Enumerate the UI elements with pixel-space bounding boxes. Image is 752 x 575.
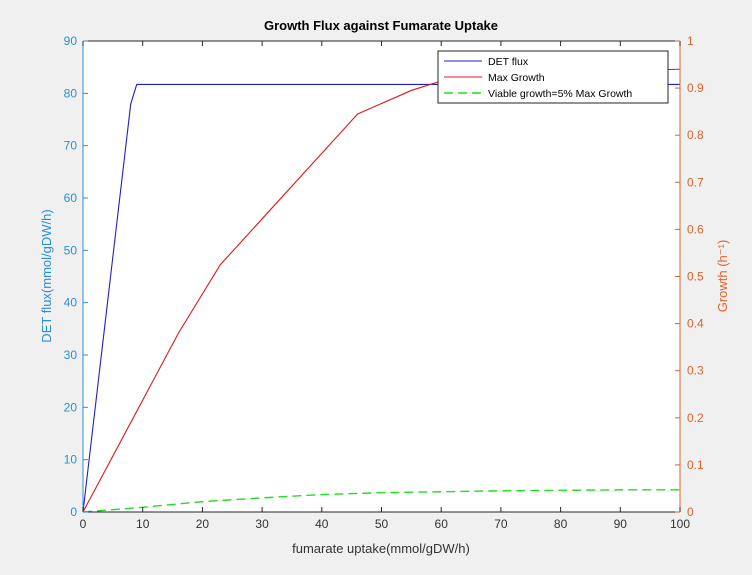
y-right-tick-label: 0.9 <box>687 81 704 95</box>
y-right-tick-label: 0.6 <box>687 222 704 236</box>
x-tick-label: 50 <box>375 517 389 531</box>
y-left-tick-label: 70 <box>64 139 78 153</box>
x-axis-label: fumarate uptake(mmol/gDW/h) <box>292 541 470 556</box>
x-tick-label: 90 <box>614 517 628 531</box>
y-left-tick-label: 30 <box>64 348 78 362</box>
x-tick-label: 100 <box>670 517 690 531</box>
y-right-tick-label: 0.4 <box>687 317 704 331</box>
axes-layer: 0 10 20 30 40 50 60 70 80 90 100010203040506070809… <box>64 34 704 531</box>
legend-label-3: Viable growth=5% Max Growth <box>488 88 632 100</box>
x-tick-label: 80 <box>554 517 568 531</box>
y-left-tick-label: 20 <box>64 400 78 414</box>
y-right-tick-label: 0.3 <box>687 364 704 378</box>
x-tick-label: 0 <box>80 517 87 531</box>
y-left-tick-label: 40 <box>64 296 78 310</box>
x-tick-label: 70 <box>494 517 508 531</box>
y-left-tick-label: 60 <box>64 191 78 205</box>
y-right-tick-label: 0.8 <box>687 128 704 142</box>
y-left-tick-label: 0 <box>70 505 77 519</box>
x-tick-label: 20 <box>196 517 210 531</box>
y-right-tick-label: 0.2 <box>687 411 704 425</box>
y-right-tick-label: 0.1 <box>687 458 704 472</box>
y-left-tick-label: 50 <box>64 243 78 257</box>
y-right-axis-label: Growth (h⁻¹) <box>715 240 730 313</box>
legend-label-2: Max Growth <box>488 72 545 84</box>
y-left-tick-label: 10 <box>64 453 78 467</box>
x-tick-label: 10 <box>136 517 150 531</box>
y-left-tick-label: 80 <box>64 86 78 100</box>
y-left-axis-label: DET flux(mmol/gDW/h) <box>39 209 54 342</box>
series-line-3 <box>82 489 680 513</box>
legend: DET flux Max Growth Viable growth=5% Max G… <box>437 50 669 104</box>
x-tick-label: 40 <box>315 517 329 531</box>
y-right-tick-label: 1 <box>687 34 694 48</box>
y-right-tick-label: 0.5 <box>687 270 704 284</box>
chart-title: Growth Flux against Fumarate Uptake <box>264 18 498 33</box>
x-tick-label: 60 <box>435 517 449 531</box>
plot-area <box>83 41 680 512</box>
legend-label-1: DET flux <box>488 56 529 68</box>
x-tick-label: 30 <box>255 517 269 531</box>
y-right-tick-label: 0.7 <box>687 175 704 189</box>
y-right-tick-label: 0 <box>687 505 694 519</box>
series-line-1 <box>82 83 680 513</box>
y-left-tick-label: 90 <box>64 34 78 48</box>
